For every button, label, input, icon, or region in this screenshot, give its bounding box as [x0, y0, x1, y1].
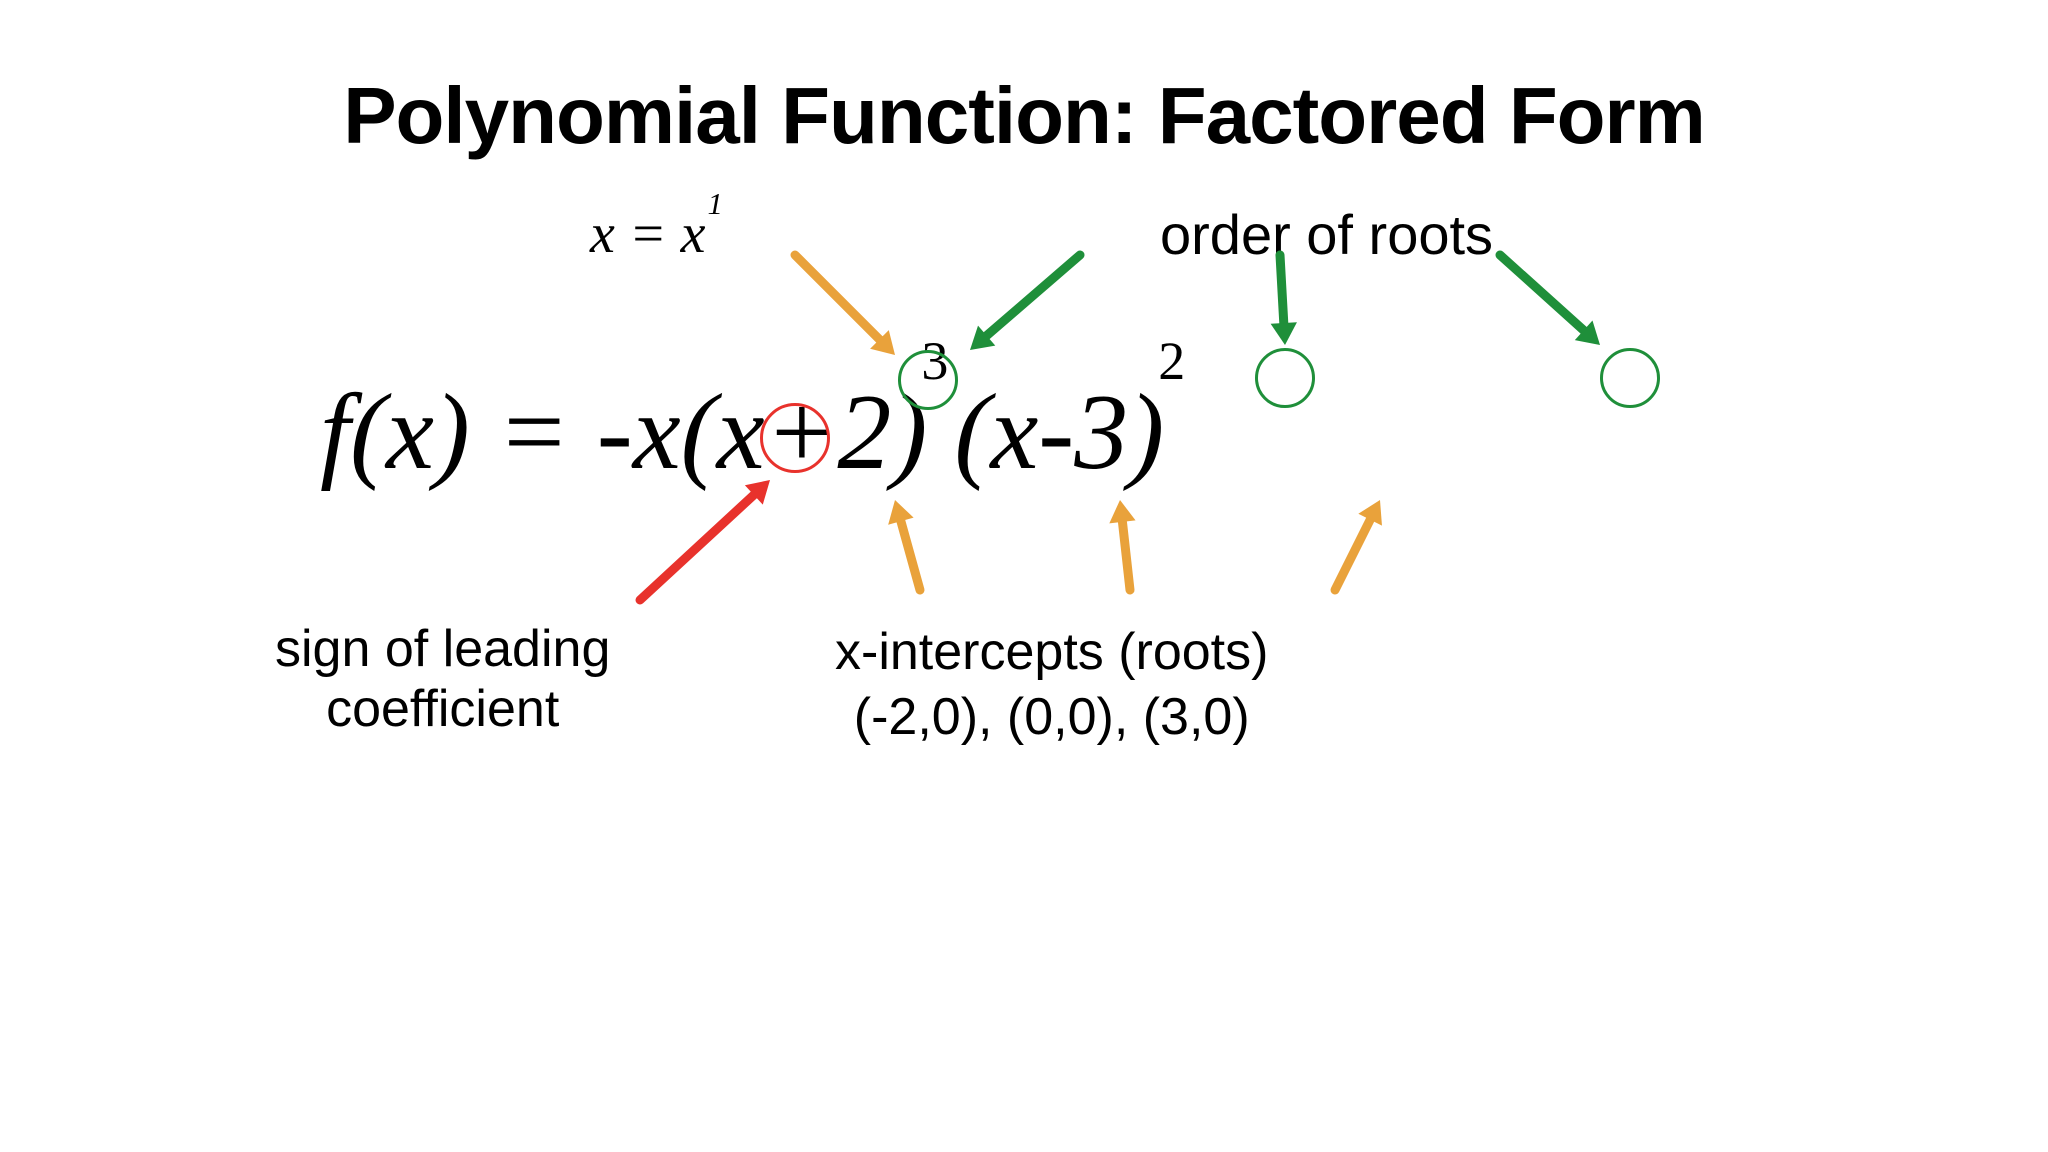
eq-minus: - [597, 373, 633, 492]
note-sup: 1 [708, 187, 723, 221]
circle-minus [760, 403, 830, 473]
circle-exp0 [898, 350, 958, 410]
roots-line1: x-intercepts (roots) [835, 620, 1268, 685]
note-x-equals-x1: x = x1 [590, 202, 721, 266]
eq-fx: f(x) = [320, 373, 597, 492]
eq-x: x [633, 373, 681, 492]
label-order-of-roots: order of roots [1160, 202, 1493, 267]
main-equation: f(x) = -x(x+2)3(x-3)2 [320, 371, 1191, 495]
eq-sup-2: 2 [1158, 331, 1185, 391]
roots-line2: (-2,0), (0,0), (3,0) [835, 685, 1268, 750]
label-x-intercepts: x-intercepts (roots) (-2,0), (0,0), (3,0… [835, 620, 1268, 750]
label-sign-leading-coeff: sign of leading coefficient [275, 620, 610, 740]
note-prefix: x = x [590, 203, 706, 265]
eq-factor-2: (x-3) [954, 373, 1164, 492]
sign-line1: sign of leading [275, 620, 610, 680]
sign-line2: coefficient [275, 680, 610, 740]
circle-exp2 [1600, 348, 1660, 408]
annotation-arrows [0, 0, 2048, 1152]
circle-exp1 [1255, 348, 1315, 408]
diagram-stage: Polynomial Function: Factored Form x = x… [0, 0, 2048, 1152]
page-title: Polynomial Function: Factored Form [0, 70, 2048, 162]
